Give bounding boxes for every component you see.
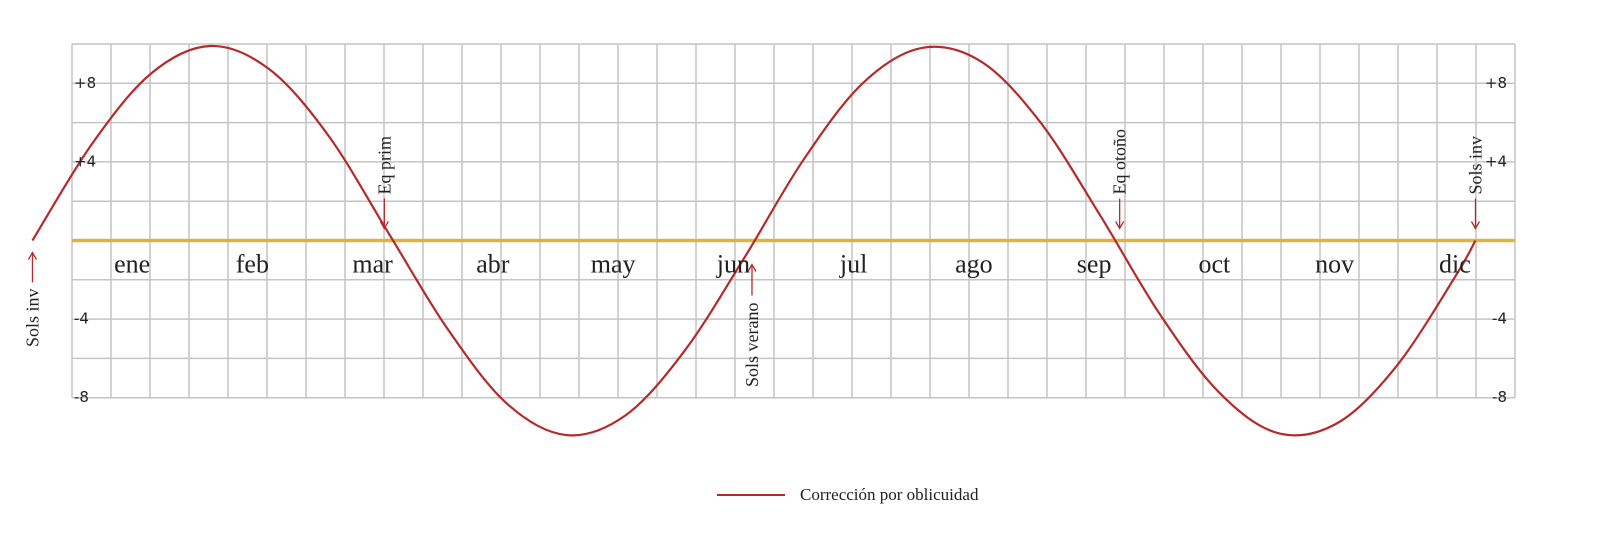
annotation-arrowhead <box>27 251 38 260</box>
legend-label: Corrección por oblicuidad <box>800 485 979 504</box>
x-tick-label: jun <box>716 250 750 279</box>
x-tick-label: oct <box>1198 250 1231 279</box>
x-tick-label: sep <box>1077 250 1112 279</box>
annotation-label: Sols verano <box>742 303 762 388</box>
y-tick-label: +4 <box>74 152 96 170</box>
plot: Sols inv Eq prim Sols verano Eq otoño Sols i… <box>22 44 1485 437</box>
x-tick-label: dic <box>1439 250 1471 279</box>
x-tick-label: abr <box>476 250 510 279</box>
x-tick-label: mar <box>352 250 393 279</box>
y-tick-label-right: +8 <box>1485 74 1507 92</box>
x-tick-label: ene <box>114 250 150 279</box>
annotation-label: Eq prim <box>374 136 394 195</box>
y-tick-label-right: +4 <box>1485 152 1507 170</box>
y-tick-label: -4 <box>74 310 89 328</box>
x-tick-label: jul <box>839 250 867 279</box>
annotation-label: Sols inv <box>1465 136 1485 195</box>
x-tick-label: may <box>591 250 636 279</box>
y-tick-label-right: -8 <box>1492 388 1507 406</box>
annotation-label: Eq otoño <box>1110 129 1130 195</box>
x-tick-label: ago <box>955 250 993 279</box>
annotation-arrowhead <box>747 263 757 272</box>
x-tick-label: nov <box>1315 250 1354 279</box>
y-tick-label-right: -4 <box>1492 310 1507 328</box>
x-tick-label: feb <box>236 250 269 279</box>
grid <box>71 43 1516 399</box>
annotation-arrowhead <box>1115 221 1125 230</box>
annotation-label: Sols inv <box>22 289 42 348</box>
line-series <box>31 44 1477 437</box>
y-tick-label: +8 <box>74 74 96 92</box>
annotation-arrowhead <box>379 221 389 230</box>
annotation-arrowhead <box>1470 221 1481 230</box>
y-tick-label: -8 <box>74 388 89 406</box>
